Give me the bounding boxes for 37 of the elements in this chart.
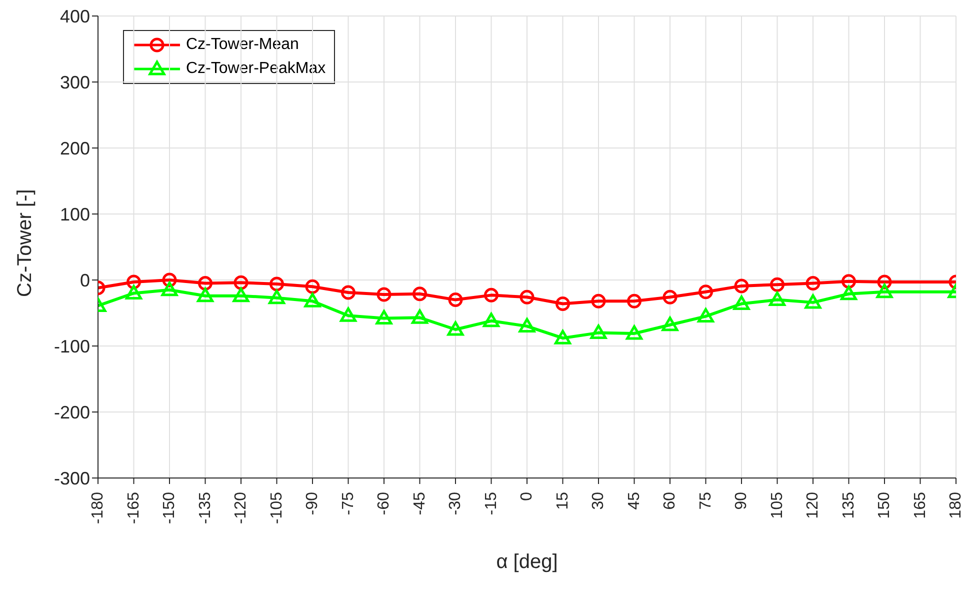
x-tick-label: -105 bbox=[268, 492, 286, 524]
x-tick-label: -45 bbox=[411, 492, 428, 516]
x-tick-label: -180 bbox=[90, 492, 106, 524]
y-tick-label: 200 bbox=[60, 138, 90, 158]
x-tick-label: 90 bbox=[733, 492, 750, 510]
legend-label: Cz-Tower-Mean bbox=[186, 35, 299, 55]
x-tick-label: 30 bbox=[590, 492, 607, 510]
x-tick-label: 45 bbox=[626, 492, 643, 510]
y-tick-label: 100 bbox=[60, 204, 90, 224]
y-tick-label: -300 bbox=[54, 468, 90, 488]
x-tick-label: -15 bbox=[482, 492, 500, 516]
x-tick-label: -165 bbox=[125, 492, 142, 524]
x-tick-label: 135 bbox=[840, 492, 858, 519]
x-tick-label: -135 bbox=[196, 492, 214, 524]
y-tick-label: -100 bbox=[54, 336, 90, 356]
x-tick-label: -75 bbox=[340, 492, 357, 516]
x-tick-label: -150 bbox=[161, 492, 178, 524]
x-tick-label: 0 bbox=[518, 492, 536, 501]
x-tick-label: 150 bbox=[876, 492, 893, 519]
x-tick-label: 75 bbox=[697, 492, 714, 510]
x-tick-label: -120 bbox=[232, 492, 250, 524]
x-tick-label: 120 bbox=[804, 492, 822, 519]
x-tick-label: 165 bbox=[912, 492, 929, 519]
x-tick-label: -30 bbox=[447, 492, 464, 516]
x-tick-label: 180 bbox=[948, 492, 964, 519]
x-tick-label: 105 bbox=[768, 492, 786, 519]
legend-label: Cz-Tower-PeakMax bbox=[186, 59, 326, 79]
y-tick-label: 300 bbox=[60, 72, 90, 92]
x-tick-label: -60 bbox=[376, 492, 392, 516]
y-tick-label: 400 bbox=[60, 6, 90, 26]
x-tick-label: -90 bbox=[304, 492, 321, 516]
x-tick-label: 60 bbox=[662, 492, 678, 510]
x-axis-title: α [deg] bbox=[496, 551, 558, 573]
y-tick-label: 0 bbox=[80, 270, 90, 290]
x-tick-label: 15 bbox=[554, 492, 572, 510]
y-axis-title: Cz-Tower [-] bbox=[14, 189, 36, 297]
y-tick-label: -200 bbox=[54, 402, 90, 422]
